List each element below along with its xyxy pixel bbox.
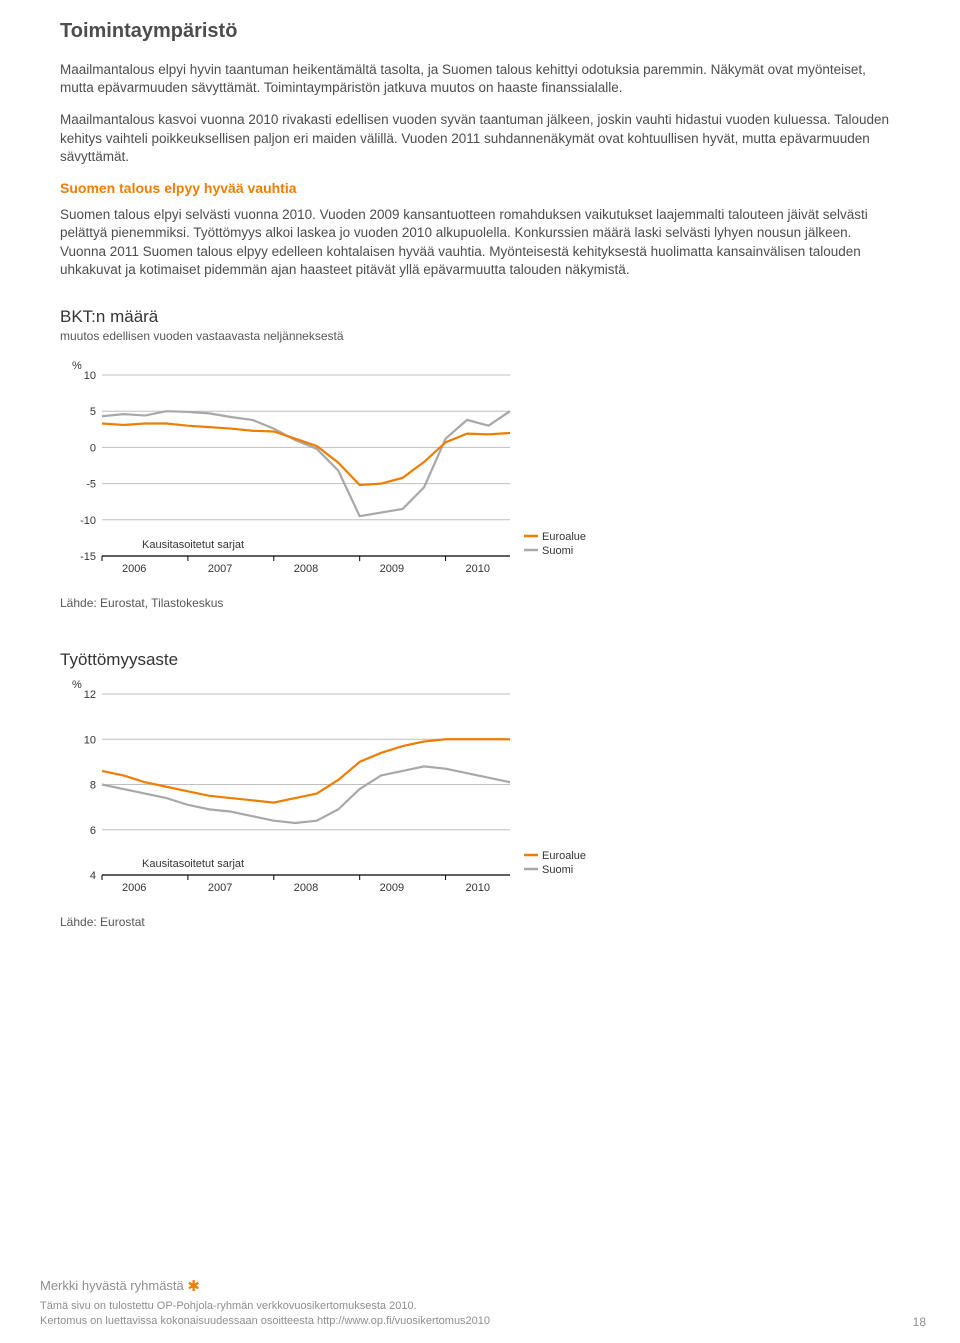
svg-text:2007: 2007 xyxy=(208,563,232,575)
svg-text:2010: 2010 xyxy=(466,563,490,575)
paragraph-3: Suomen talous elpyi selvästi vuonna 2010… xyxy=(60,206,900,279)
svg-text:-15: -15 xyxy=(80,551,96,563)
page-title: Toimintaympäristö xyxy=(60,20,900,43)
svg-text:%: % xyxy=(72,360,82,372)
chart-gdp-title: BKT:n määrä xyxy=(60,307,900,327)
svg-text:8: 8 xyxy=(90,779,96,791)
chart-gdp-subtitle: muutos edellisen vuoden vastaavasta nelj… xyxy=(60,329,900,343)
svg-text:-10: -10 xyxy=(80,515,96,527)
chart-unemp-title: Työttömyysaste xyxy=(60,650,900,670)
svg-text:2006: 2006 xyxy=(122,563,146,575)
svg-text:Suomi: Suomi xyxy=(542,545,573,557)
svg-text:Euroalue: Euroalue xyxy=(542,531,586,543)
chart-unemp-svg: % 4 6 8 10 12 2006 2007 2008 2009 2010 Kausitasoite… xyxy=(60,672,620,907)
footer-small: Tämä sivu on tulostettu OP-Pohjola-ryhmä… xyxy=(40,1299,490,1329)
svg-text:Euroalue: Euroalue xyxy=(542,850,586,862)
svg-text:Suomi: Suomi xyxy=(542,864,573,876)
chart-gdp-source: Lähde: Eurostat, Tilastokeskus xyxy=(60,596,900,610)
svg-text:10: 10 xyxy=(84,370,96,382)
svg-text:2009: 2009 xyxy=(380,563,404,575)
chart-gdp: BKT:n määrä muutos edellisen vuoden vast… xyxy=(60,307,900,610)
svg-text:2009: 2009 xyxy=(380,882,404,894)
svg-text:0: 0 xyxy=(90,442,96,454)
paragraph-2: Maailmantalous kasvoi vuonna 2010 rivaka… xyxy=(60,111,900,166)
svg-text:2007: 2007 xyxy=(208,882,232,894)
paragraph-1: Maailmantalous elpyi hyvin taantuman hei… xyxy=(60,61,900,97)
svg-text:4: 4 xyxy=(90,870,96,882)
svg-text:Kausitasoitetut sarjat: Kausitasoitetut sarjat xyxy=(142,539,244,551)
page-number: 18 xyxy=(913,1315,926,1329)
footer-brand-text: Merkki hyvästä ryhmästä xyxy=(40,1278,184,1293)
svg-text:5: 5 xyxy=(90,406,96,418)
svg-text:6: 6 xyxy=(90,825,96,837)
page-footer: Merkki hyvästä ryhmästä ✱ Tämä sivu on t… xyxy=(0,1277,960,1329)
footer-brand: Merkki hyvästä ryhmästä ✱ xyxy=(40,1277,926,1295)
chart-unemp-source: Lähde: Eurostat xyxy=(60,915,900,929)
chart-gdp-svg: % -15 -10 -5 0 5 10 2006 2007 2008 2009 2010 Kausita… xyxy=(60,353,620,588)
svg-text:2008: 2008 xyxy=(294,563,318,575)
svg-text:10: 10 xyxy=(84,734,96,746)
svg-text:%: % xyxy=(72,679,82,691)
svg-text:2008: 2008 xyxy=(294,882,318,894)
subheading: Suomen talous elpyy hyvää vauhtia xyxy=(60,180,900,196)
svg-text:2010: 2010 xyxy=(466,882,490,894)
svg-text:2006: 2006 xyxy=(122,882,146,894)
svg-text:12: 12 xyxy=(84,689,96,701)
footer-line1: Tämä sivu on tulostettu OP-Pohjola-ryhmä… xyxy=(40,1299,490,1314)
svg-text:-5: -5 xyxy=(86,479,96,491)
svg-text:Kausitasoitetut sarjat: Kausitasoitetut sarjat xyxy=(142,858,244,870)
asterisk-icon: ✱ xyxy=(187,1278,200,1295)
footer-line2: Kertomus on luettavissa kokonaisuudessaa… xyxy=(40,1314,490,1329)
chart-unemp: Työttömyysaste % 4 6 8 10 12 2006 2007 2008 2009 2… xyxy=(60,650,900,929)
